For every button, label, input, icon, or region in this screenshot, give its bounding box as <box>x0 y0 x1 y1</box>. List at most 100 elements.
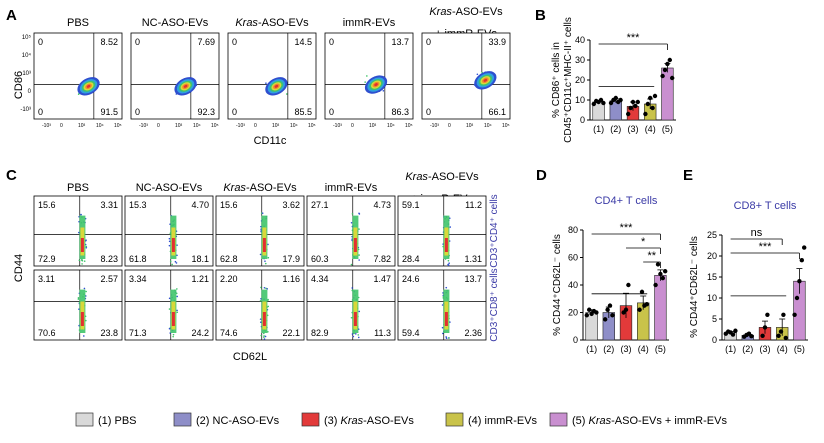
flowC-row2-3-dot <box>357 334 360 336</box>
flowC-row1-0-q-lr: 8.23 <box>100 254 118 264</box>
E-point <box>776 333 781 338</box>
panel-letter-b: B <box>535 7 546 24</box>
D-point <box>603 317 608 322</box>
panel-letter-d: D <box>536 167 547 184</box>
flowC-row2-0-dot <box>77 298 80 300</box>
flowC-row2-2-dot <box>267 299 269 301</box>
flowC-row2-1-dot <box>168 327 171 330</box>
flowC-title-immr: immR-EVs <box>325 182 378 194</box>
E-ylabel: % CD44⁺CD62L⁻ cells <box>689 236 700 338</box>
flowC-strip-red <box>262 312 266 326</box>
flowC-row2-1-dot <box>176 295 178 298</box>
flowC-row1-3-dot <box>358 228 360 230</box>
B-point <box>608 100 614 106</box>
flowC-row1-1-dot <box>174 260 177 263</box>
flowA-xtick: -10³ <box>139 123 148 129</box>
flowC-row1-label: CD3⁺CD4⁺ cells <box>489 194 500 267</box>
E-ytick-label: 15 <box>707 272 717 282</box>
legend-swatch-combo <box>549 412 568 427</box>
D-point <box>594 310 599 315</box>
flowA-title-combo: Kras-ASO-EVs <box>429 6 503 18</box>
flowC-row1-2-dot <box>264 260 266 262</box>
flowA-xtick: 0 <box>448 123 451 129</box>
B-point <box>598 97 604 103</box>
title-rest: PBS <box>67 17 89 29</box>
flowA-4-dot <box>476 73 479 76</box>
flowC-row2-4-dot <box>441 304 444 306</box>
flowC-row1-1-dot <box>171 263 173 266</box>
flowC-row1-0-dot <box>83 260 86 262</box>
flowC-title-kras: Kras-ASO-EVs <box>223 182 297 194</box>
legend-swatch-nc <box>173 412 192 427</box>
D-sig-label: * <box>641 236 646 248</box>
flowC-row2-2-q-ul: 2.20 <box>220 274 238 284</box>
flowC-row2-4-q-ll: 59.4 <box>402 328 420 338</box>
B-point <box>626 111 631 117</box>
E-point <box>760 333 765 338</box>
D-ytick-label: 80 <box>568 225 578 235</box>
flowC-row1-3-dot <box>358 254 360 256</box>
flowA-plot-3-frame <box>324 32 414 120</box>
flowA-xtick: 10⁴ <box>387 123 395 129</box>
E-ytick-label: 0 <box>712 335 717 345</box>
flowC-row2-4-q-ur: 13.7 <box>464 274 482 284</box>
flowC-row1-4-dot <box>447 259 450 262</box>
flowA-4-density-layer-5 <box>483 78 488 82</box>
title-rest: -ASO-EVs <box>258 17 309 29</box>
flowA-xtick: 10³ <box>466 123 474 129</box>
D-sig-label: *** <box>620 222 634 234</box>
E-point <box>765 312 770 317</box>
B-point <box>601 100 606 106</box>
E-sig-label: ns <box>751 227 763 239</box>
flowC-row1-4-dot <box>448 262 450 265</box>
flowC-row2-0-q-lr: 23.8 <box>100 328 118 338</box>
flowA-xtick: 10³ <box>78 123 86 129</box>
flowC-row1-0-dot <box>78 231 80 234</box>
flowC-row1-1-q-ur: 4.70 <box>191 200 209 210</box>
flowC-row1-4-frame <box>397 195 487 267</box>
bar-chart-e: 0 5 10 15 20 25 (1) (2) (3) (4) (5) ns *** CD8+ T cel… <box>689 200 808 354</box>
flowA-xtick: 10⁴ <box>96 123 104 129</box>
flowA-ytick: 10⁴ <box>22 52 32 59</box>
flowC-row2-2-dot <box>260 334 263 337</box>
flowC-row2-label: CD3⁺CD8⁺ cells <box>489 268 500 341</box>
legend-num: (4) <box>468 415 481 427</box>
D-point <box>663 269 668 274</box>
flowC-row2-4-dot <box>442 332 444 335</box>
flow-panel-c: PBS NC-ASO-EVs Kras-ASO-EVs immR-EVsKras-AS… <box>13 171 500 363</box>
flowC-row1-3-frame <box>306 195 396 267</box>
legend-kras-italic: Kras <box>341 415 364 427</box>
D-point <box>639 289 645 295</box>
B-ylabel-1: % CD86⁺ cells in <box>551 42 562 118</box>
flowA-ytick: -10³ <box>20 107 31 113</box>
flowA-xtick: 10³ <box>175 123 183 129</box>
D-point <box>658 271 663 277</box>
flowC-row2-2-dot <box>267 330 269 333</box>
B-point <box>628 105 633 111</box>
flowC-row1-2-q-ur: 3.62 <box>282 200 300 210</box>
flowA-title-immr: immR-EVs <box>343 17 396 29</box>
flowC-strip-red <box>353 312 357 326</box>
legend-rest: immR-EVs <box>481 415 537 427</box>
flowC-row1-4-q-ul: 59.1 <box>402 200 420 210</box>
legend-rest: PBS <box>111 415 136 427</box>
E-point <box>799 258 804 263</box>
D-ytick-label: 60 <box>568 253 578 263</box>
flowC-row2-3-dot <box>351 287 354 289</box>
flowC-row1-2-q-ul: 15.6 <box>220 200 238 210</box>
legend-rest: -ASO-EVs + immR-EVs <box>611 415 727 427</box>
flowA-plot-4-q-lr: 66.1 <box>488 107 506 117</box>
D-point <box>626 282 631 288</box>
flowA-plot-3-q-ur: 13.7 <box>391 37 409 47</box>
flowA-xlabel: CD11c <box>254 135 287 147</box>
flowA-plot-4-q-ur: 33.9 <box>488 37 506 47</box>
D-sig-label: ** <box>648 250 657 262</box>
flowA-xtick: 10⁴ <box>290 123 298 129</box>
legend-label-kras: (3) Kras-ASO-EVs <box>324 415 414 427</box>
flowC-strip-red <box>171 238 175 252</box>
flowA-plot-3-q-lr: 86.3 <box>391 107 409 117</box>
title-rest: PBS <box>67 182 89 194</box>
flowC-row1-0-dot <box>85 245 88 248</box>
flowA-plot-0-frame <box>33 32 123 120</box>
flowC-row1-0-q-ul: 15.6 <box>38 200 56 210</box>
